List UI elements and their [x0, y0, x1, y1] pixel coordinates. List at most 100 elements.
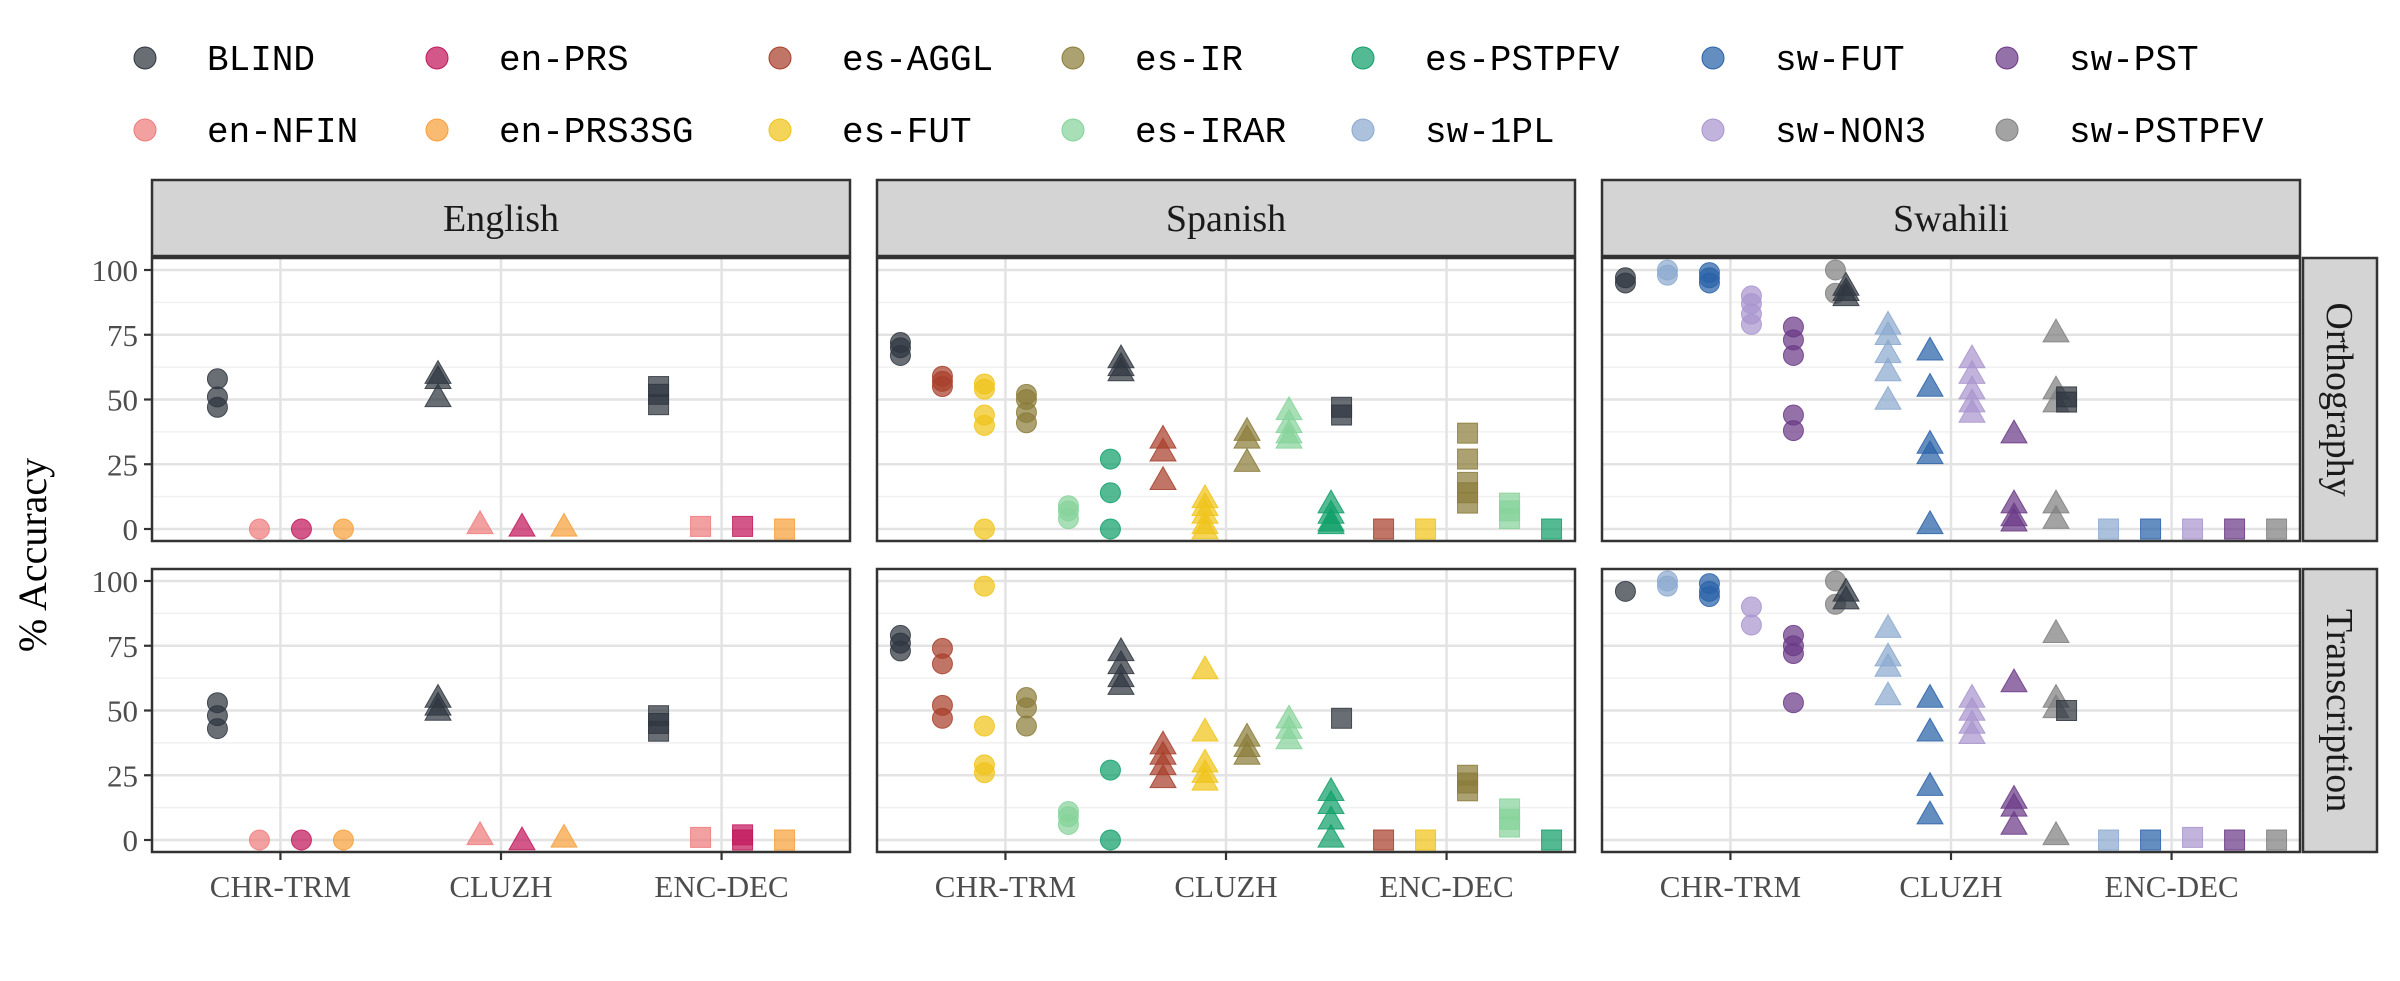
point-es-pstpfv-chr-trm [1099, 482, 1121, 504]
y-tick-label: 25 [107, 447, 138, 482]
point-sw-pstpfv-cluzh [2042, 820, 2070, 846]
point-blind-chr-trm [889, 344, 911, 366]
point-es-fut-enc-dec [1415, 829, 1437, 851]
point-sw-1pl-cluzh [1874, 680, 1902, 706]
x-tick-label: CHR-TRM [1660, 869, 1801, 904]
x-tick-label: CLUZH [1899, 869, 2002, 904]
point-sw-pst-enc-dec [2224, 829, 2246, 851]
point-en-nfin-enc-dec [690, 515, 712, 537]
point-es-fut-cluzh [1191, 766, 1219, 791]
point-es-fut-chr-trm [973, 414, 995, 436]
legend-item-blind: BLIND [133, 40, 315, 81]
strip-box-orthography [2301, 256, 2379, 543]
legend-item-en-nfin: en-NFIN [133, 112, 358, 153]
legend-label-en-prs: en-PRS [499, 40, 629, 81]
legend-item-es-ir: es-IR [1061, 40, 1243, 81]
legend-key-es-irar [1061, 118, 1085, 142]
x-tick-label: CHR-TRM [210, 869, 351, 904]
point-en-prs3sg-enc-dec [774, 518, 796, 540]
point-blind-cluzh [1832, 585, 1860, 610]
point-sw-pstpfv-chr-trm [1824, 259, 1846, 281]
panel-border [1600, 256, 2302, 543]
legend-item-es-pstpfv: es-PSTPFV [1351, 40, 1620, 81]
point-es-ir-cluzh [1233, 447, 1261, 472]
point-sw-non3-cluzh [1958, 719, 1986, 745]
point-sw-fut-cluzh [1916, 771, 1944, 796]
point-blind-enc-dec [2056, 700, 2078, 721]
point-es-aggl-cluzh [1149, 437, 1177, 462]
panel-spanish-orthography [875, 256, 1577, 543]
strip-swahili: Swahili [1600, 178, 2302, 258]
point-sw-1pl-enc-dec [2098, 829, 2120, 851]
x-tick-label: CHR-TRM [935, 869, 1076, 904]
panel-english-transcription [150, 567, 852, 854]
point-sw-pstpfv-cluzh [2042, 618, 2070, 644]
point-es-ir-cluzh [1233, 740, 1261, 765]
point-en-prs3sg-enc-dec [774, 829, 796, 851]
x-tick-label: ENC-DEC [2104, 869, 2238, 904]
point-es-irar-enc-dec [1499, 816, 1521, 838]
point-sw-fut-enc-dec [2140, 829, 2162, 851]
legend-label-sw-non3: sw-NON3 [1775, 112, 1926, 153]
point-es-fut-chr-trm [973, 762, 995, 784]
x-tick-label: CLUZH [449, 869, 552, 904]
point-blind-chr-trm [1614, 272, 1636, 294]
legend-item-sw-non3: sw-NON3 [1701, 112, 1926, 153]
point-sw-pst-cluzh [2000, 419, 2028, 444]
strip-box-swahili [1600, 178, 2302, 258]
strip-box-spanish [875, 178, 1577, 258]
strip-orthography: Orthography [2301, 256, 2379, 543]
point-es-ir-enc-dec [1457, 422, 1479, 444]
strip-label-spanish: Spanish [1166, 198, 1286, 240]
legend-key-sw-pstpfv [1995, 118, 2019, 142]
point-sw-non3-chr-trm [1740, 596, 1762, 618]
strip-spanish: Spanish [875, 178, 1577, 258]
point-en-prs-chr-trm [290, 829, 312, 851]
y-tick-label: 0 [123, 512, 139, 547]
point-es-ir-enc-dec [1457, 448, 1479, 470]
point-en-prs3sg-chr-trm [332, 829, 354, 851]
legend-label-en-prs3sg: en-PRS3SG [499, 112, 693, 153]
point-blind-enc-dec [648, 394, 670, 416]
legend-key-en-nfin [133, 118, 157, 142]
strip-english: English [150, 178, 852, 258]
point-es-ir-enc-dec [1457, 492, 1479, 514]
point-blind-enc-dec [1331, 707, 1353, 729]
point-es-aggl-enc-dec [1373, 518, 1395, 540]
y-tick-label: 50 [107, 383, 138, 418]
point-sw-pst-chr-trm [1782, 344, 1804, 366]
point-sw-fut-chr-trm [1698, 272, 1720, 294]
point-sw-fut-chr-trm [1698, 586, 1720, 608]
legend-label-es-pstpfv: es-PSTPFV [1425, 40, 1620, 81]
point-blind-chr-trm [889, 640, 911, 662]
point-sw-pst-enc-dec [2224, 518, 2246, 540]
point-blind-enc-dec [2056, 391, 2078, 413]
y-tick-label: 75 [107, 318, 138, 353]
y-tick-label: 100 [92, 253, 139, 288]
legend-label-es-irar: es-IRAR [1135, 112, 1286, 153]
point-blind-chr-trm [206, 718, 228, 740]
point-en-nfin-chr-trm [248, 518, 270, 540]
point-sw-pst-chr-trm [1782, 643, 1804, 665]
point-en-prs3sg-cluzh [550, 823, 578, 848]
point-blind-enc-dec [648, 720, 670, 742]
legend-key-en-prs3sg [425, 118, 449, 142]
point-sw-fut-cluzh [1916, 336, 1944, 361]
y-tick-label: 50 [107, 694, 138, 729]
point-sw-pst-cluzh [2000, 507, 2028, 532]
point-sw-non3-cluzh [1958, 398, 1986, 423]
point-en-prs-chr-trm [290, 518, 312, 540]
point-en-prs-enc-dec [732, 515, 754, 537]
point-es-aggl-cluzh [1149, 465, 1177, 491]
facet-strips: English Spanish Swahili Orthography Transcri… [150, 178, 2379, 854]
strip-label-english: English [443, 198, 559, 240]
legend-label-sw-pst: sw-PST [2069, 40, 2199, 81]
point-es-irar-chr-trm [1057, 813, 1079, 835]
point-blind-chr-trm [1614, 580, 1636, 602]
point-es-ir-chr-trm [1015, 412, 1037, 434]
point-sw-fut-enc-dec [2140, 518, 2162, 540]
point-en-prs3sg-cluzh [550, 512, 578, 537]
point-es-irar-chr-trm [1057, 508, 1079, 530]
point-es-fut-cluzh [1191, 514, 1219, 540]
point-sw-1pl-cluzh [1874, 385, 1902, 410]
